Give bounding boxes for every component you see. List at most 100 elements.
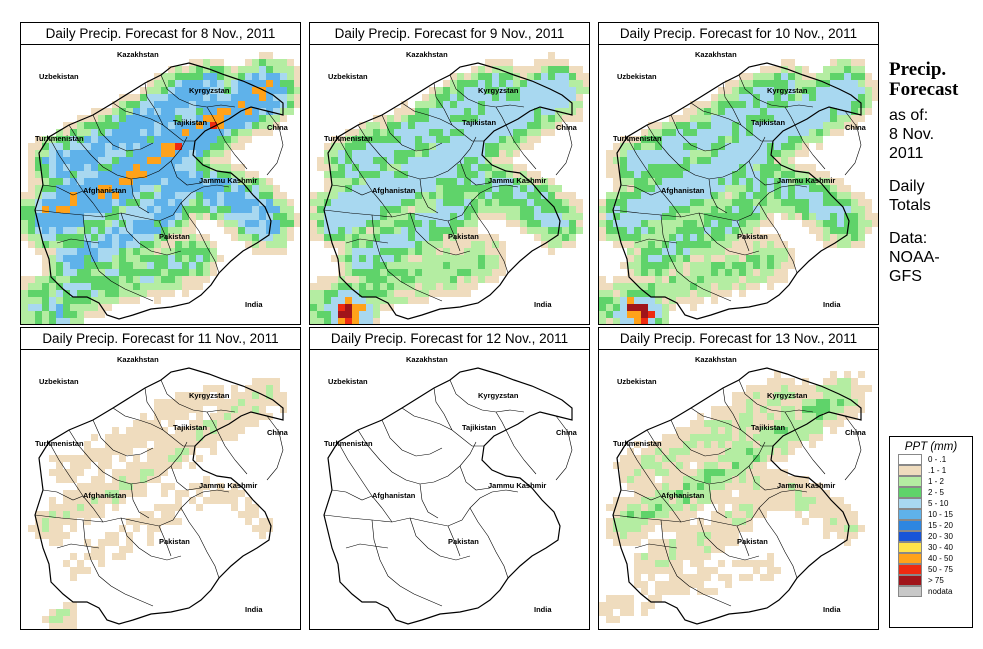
precip-cell bbox=[373, 276, 380, 283]
precip-cell bbox=[492, 129, 499, 136]
precip-cell bbox=[112, 476, 119, 483]
precip-cell bbox=[492, 143, 499, 150]
precip-cell bbox=[753, 87, 760, 94]
precip-cell bbox=[359, 185, 366, 192]
precip-cell bbox=[380, 143, 387, 150]
precip-cell bbox=[718, 143, 725, 150]
precip-cell bbox=[620, 220, 627, 227]
precip-cell bbox=[422, 297, 429, 304]
map-label-tajikistan: Tajikistan bbox=[173, 118, 207, 127]
precip-cell bbox=[718, 108, 725, 115]
precip-cell bbox=[753, 220, 760, 227]
precip-cell bbox=[683, 150, 690, 157]
precip-cell bbox=[196, 413, 203, 420]
precip-cell bbox=[753, 101, 760, 108]
precip-cell bbox=[739, 87, 746, 94]
precip-cell bbox=[70, 602, 77, 609]
precip-cell bbox=[154, 192, 161, 199]
precip-cell bbox=[739, 483, 746, 490]
province-boundary bbox=[459, 465, 491, 491]
precip-cell bbox=[627, 497, 634, 504]
precip-cell bbox=[697, 497, 704, 504]
precip-cell bbox=[802, 80, 809, 87]
precip-cell bbox=[774, 385, 781, 392]
legend-label: .1 - 1 bbox=[928, 466, 947, 475]
precip-cell bbox=[655, 441, 662, 448]
precip-cell bbox=[492, 101, 499, 108]
precip-cell bbox=[352, 185, 359, 192]
precip-cell bbox=[189, 483, 196, 490]
precip-cell bbox=[203, 262, 210, 269]
precip-cell bbox=[331, 304, 338, 311]
precip-cell bbox=[478, 157, 485, 164]
province-boundary bbox=[469, 507, 509, 579]
precip-cell bbox=[63, 178, 70, 185]
precip-cell bbox=[606, 290, 613, 297]
precip-cell bbox=[704, 269, 711, 276]
precip-cell bbox=[662, 192, 669, 199]
precip-cell bbox=[189, 448, 196, 455]
precip-cell bbox=[210, 441, 217, 448]
precip-cell bbox=[844, 115, 851, 122]
precip-cell bbox=[182, 199, 189, 206]
precip-cell bbox=[704, 199, 711, 206]
precip-cell bbox=[725, 122, 732, 129]
precip-cell bbox=[154, 206, 161, 213]
precip-cell bbox=[830, 518, 837, 525]
precip-cell bbox=[63, 616, 70, 623]
precip-cell bbox=[464, 136, 471, 143]
precip-cell bbox=[217, 420, 224, 427]
precip-cell bbox=[627, 469, 634, 476]
precip-cell bbox=[655, 171, 662, 178]
precip-cell bbox=[662, 122, 669, 129]
precip-cell bbox=[77, 304, 84, 311]
precip-cell bbox=[35, 171, 42, 178]
precip-cell bbox=[105, 283, 112, 290]
precip-cell bbox=[569, 87, 576, 94]
precip-cell bbox=[746, 171, 753, 178]
precip-cell bbox=[569, 234, 576, 241]
precip-cell bbox=[795, 206, 802, 213]
precip-cell bbox=[63, 455, 70, 462]
precip-cell bbox=[387, 136, 394, 143]
precip-cell bbox=[443, 129, 450, 136]
precip-cell bbox=[28, 206, 35, 213]
precip-cell bbox=[70, 616, 77, 623]
precip-cell bbox=[753, 262, 760, 269]
precip-cell bbox=[576, 87, 583, 94]
precip-cell bbox=[252, 213, 259, 220]
precip-cell bbox=[126, 115, 133, 122]
precip-cell bbox=[49, 290, 56, 297]
province-boundary bbox=[794, 429, 826, 475]
precip-cell bbox=[606, 171, 613, 178]
precip-cell bbox=[527, 108, 534, 115]
precip-cell bbox=[168, 171, 175, 178]
precip-cell bbox=[534, 87, 541, 94]
precip-cell bbox=[802, 129, 809, 136]
precip-cell bbox=[175, 490, 182, 497]
precip-cell bbox=[830, 185, 837, 192]
precip-cell bbox=[112, 483, 119, 490]
precip-cell bbox=[203, 192, 210, 199]
precip-cell bbox=[112, 157, 119, 164]
precip-cell bbox=[182, 150, 189, 157]
province-boundary bbox=[620, 489, 662, 501]
precip-cell bbox=[394, 276, 401, 283]
precip-cell bbox=[471, 283, 478, 290]
precip-cell bbox=[627, 206, 634, 213]
precip-cell bbox=[739, 462, 746, 469]
precip-cell bbox=[641, 318, 648, 324]
precip-cell bbox=[823, 490, 830, 497]
precip-cell bbox=[683, 283, 690, 290]
precip-cell bbox=[98, 192, 105, 199]
precip-cell bbox=[711, 234, 718, 241]
precip-cell bbox=[429, 171, 436, 178]
precip-cell bbox=[203, 255, 210, 262]
precip-cell bbox=[224, 178, 231, 185]
precip-cell bbox=[781, 378, 788, 385]
precip-cell bbox=[380, 150, 387, 157]
precip-cell bbox=[252, 66, 259, 73]
precip-cell bbox=[224, 129, 231, 136]
precip-cell bbox=[408, 122, 415, 129]
precip-cell bbox=[513, 73, 520, 80]
